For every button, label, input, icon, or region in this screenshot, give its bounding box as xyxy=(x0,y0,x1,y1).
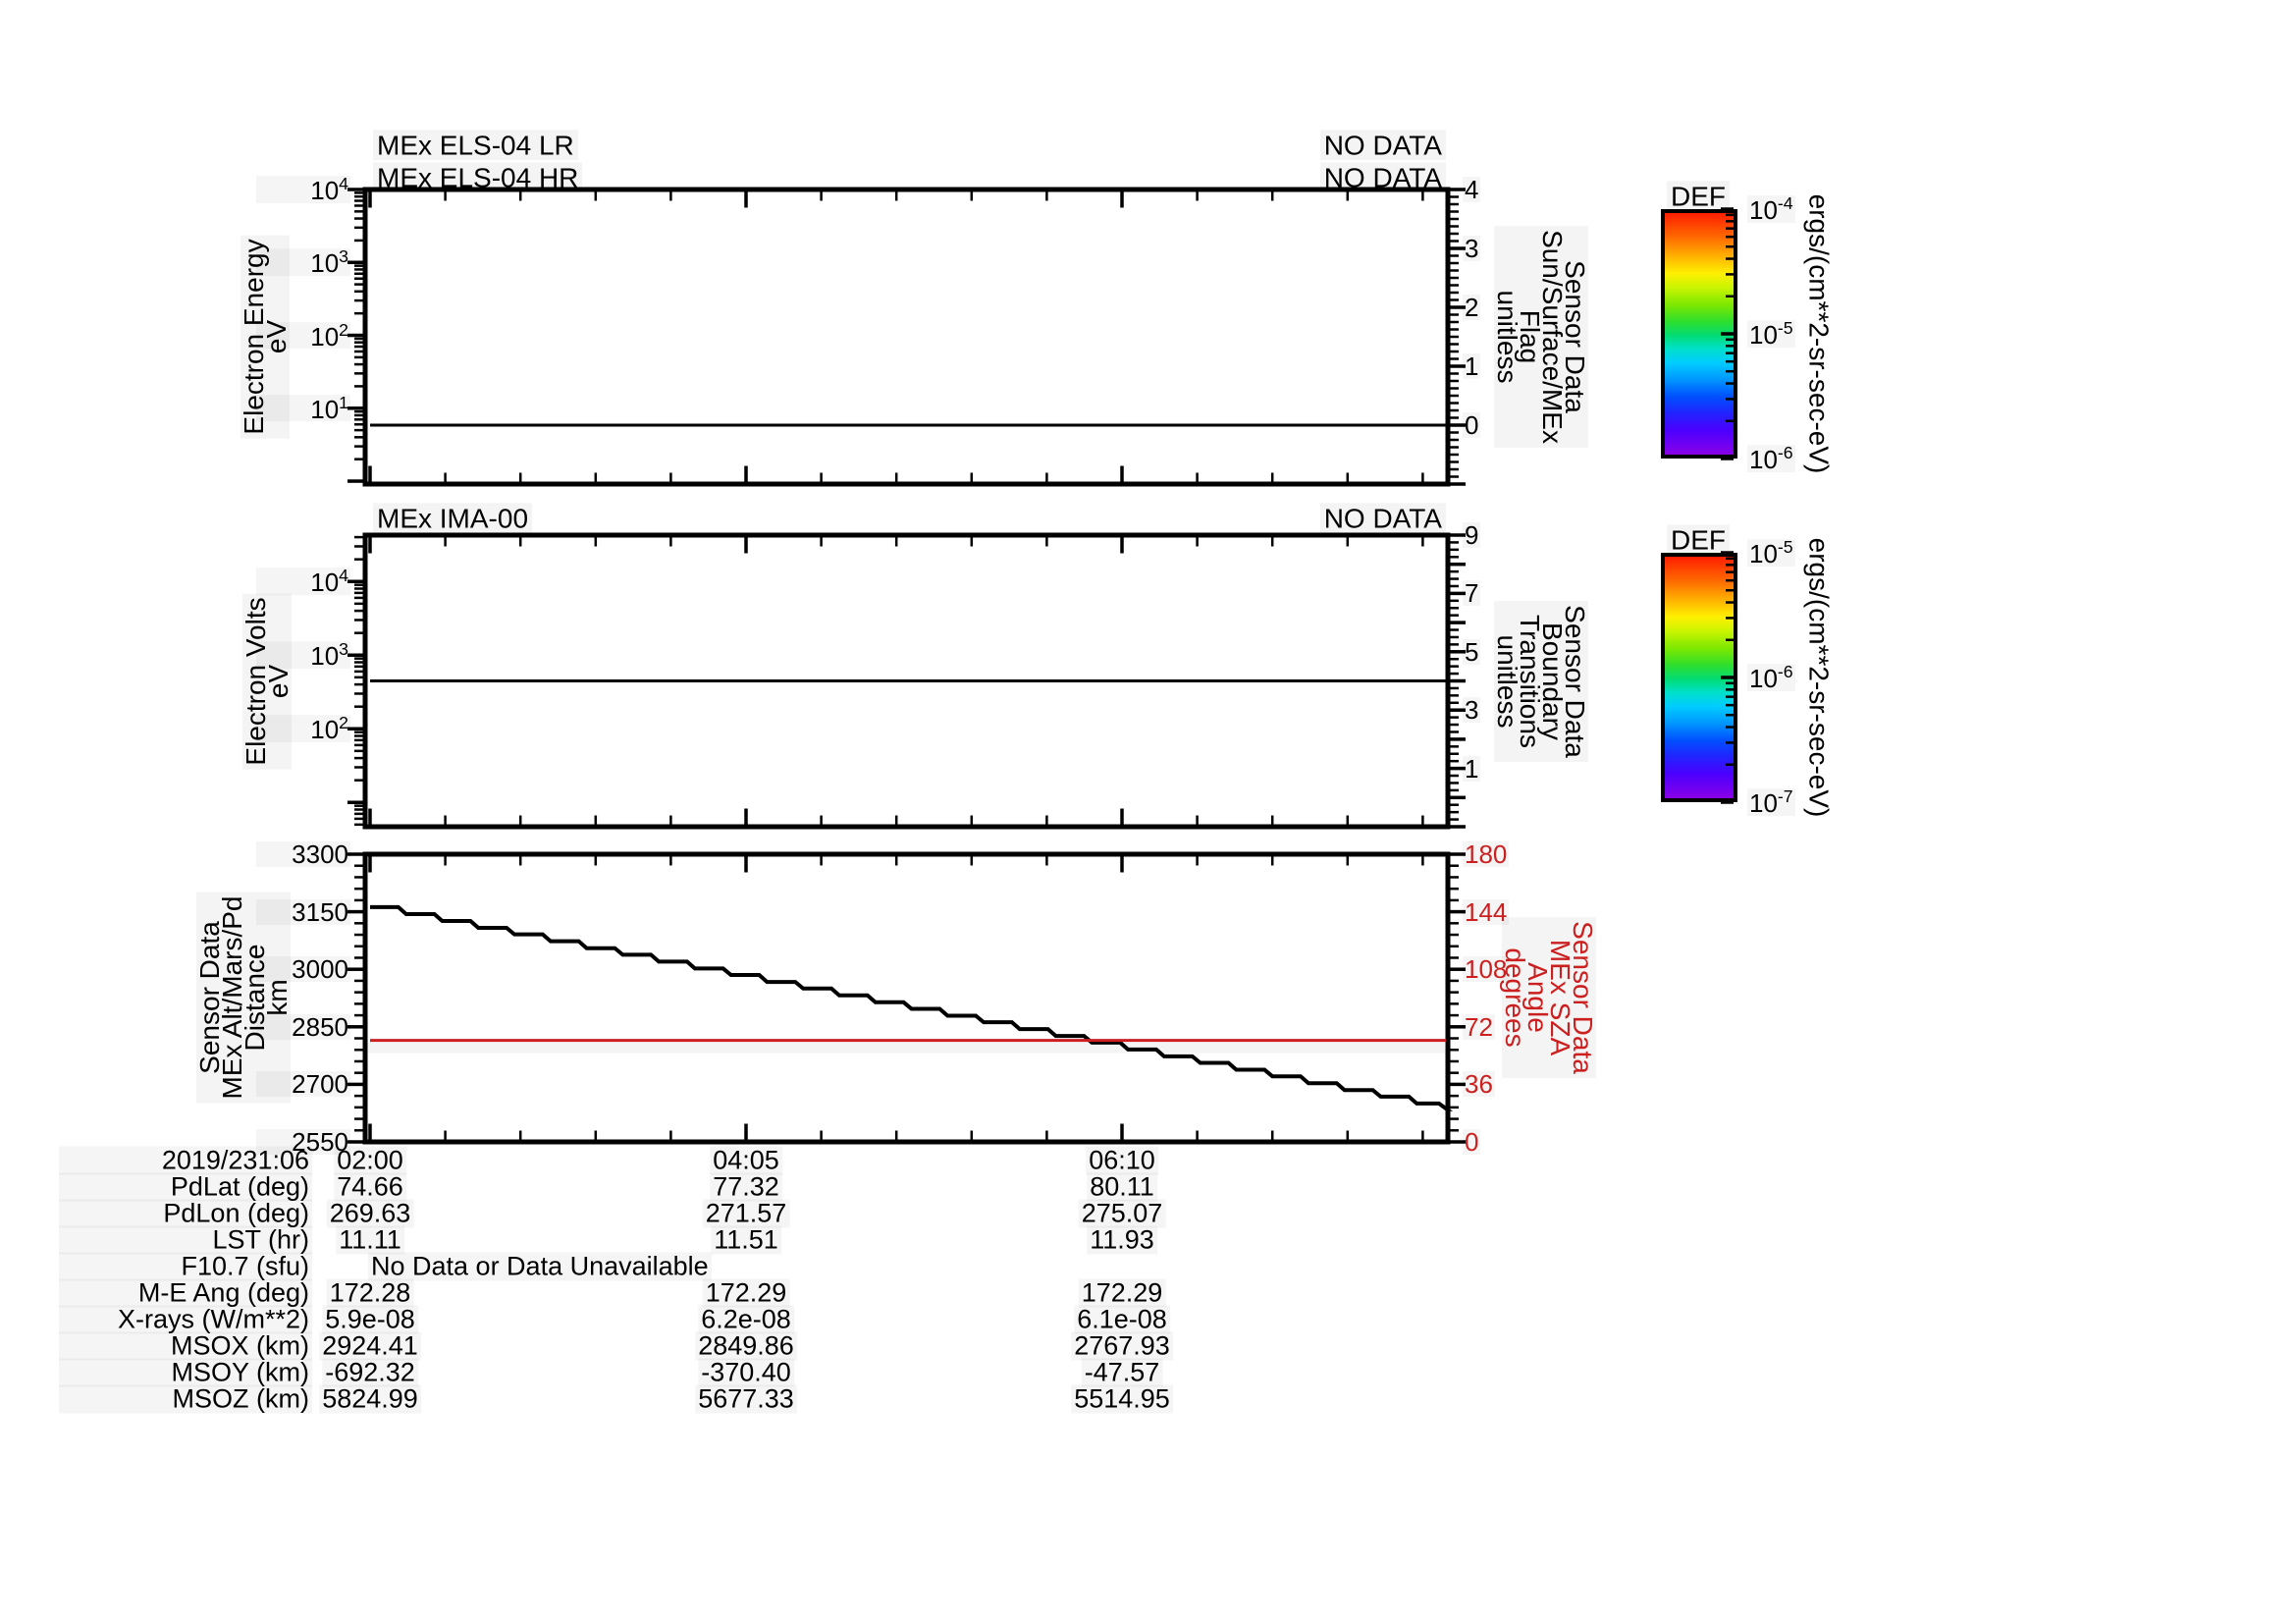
panel3-y-right-label: Sensor Data MEx SZA Angle degrees xyxy=(1500,917,1598,1078)
table-cell: 5824.99 xyxy=(319,1384,421,1414)
table-cell: 80.11 xyxy=(1087,1172,1157,1202)
y-right-tick-label: 9 xyxy=(1463,520,1481,550)
table-cell: 2849.86 xyxy=(695,1331,797,1361)
table-cell: 11.11 xyxy=(336,1225,404,1255)
y-right-tick-label: 7 xyxy=(1463,578,1481,609)
y-right-tick-label: 3 xyxy=(1463,695,1481,726)
y-right-tick-label: 2 xyxy=(1463,293,1481,322)
table-cell: 172.29 xyxy=(702,1278,790,1308)
y-right-tick-label: 0 xyxy=(1463,1127,1481,1157)
table-cell: 11.93 xyxy=(1087,1225,1157,1255)
table-row-label: LST (hr) xyxy=(59,1225,312,1255)
colorbar-tick-label: 10-4 xyxy=(1747,193,1795,225)
colorbar-tick-label: 10-5 xyxy=(1747,537,1795,568)
table-cell: -47.57 xyxy=(1081,1358,1163,1387)
y-left-tick-label: 103 xyxy=(256,248,350,277)
colorbar-tick-label: 10-6 xyxy=(1747,443,1795,474)
y-right-tick-label: 72 xyxy=(1463,1011,1495,1042)
y-left-tick-label: 101 xyxy=(256,394,350,422)
date-axis-label: 2019/231:06 xyxy=(59,1146,312,1175)
table-cell: 172.28 xyxy=(326,1278,414,1308)
panel1-title-line2: MEx ELS-04 HR xyxy=(373,162,583,193)
y-left-tick-label: 3300 xyxy=(256,841,350,867)
table-cell-span: No Data or Data Unavailable xyxy=(368,1252,712,1281)
table-row-label: MSOX (km) xyxy=(59,1331,312,1361)
table-row-label: M-E Ang (deg) xyxy=(59,1278,312,1308)
y-right-tick-label: 0 xyxy=(1463,410,1481,440)
y-right-tick-label: 36 xyxy=(1463,1069,1495,1100)
y-left-tick-label: 102 xyxy=(256,321,350,350)
time-axis-tick-label: 02:00 xyxy=(334,1146,406,1175)
panel2-y-left-label: Electron Volts eV xyxy=(240,593,294,770)
table-cell: 275.07 xyxy=(1078,1199,1166,1228)
table-cell: 2924.41 xyxy=(319,1331,421,1361)
table-cell: 77.32 xyxy=(710,1172,782,1202)
y-left-tick-label: 2700 xyxy=(256,1071,350,1098)
table-cell: 6.2e-08 xyxy=(698,1305,794,1334)
table-row-label: PdLat (deg) xyxy=(59,1172,312,1202)
table-cell: 2767.93 xyxy=(1071,1331,1173,1361)
table-row-label: MSOY (km) xyxy=(59,1358,312,1387)
y-left-tick-label: 3000 xyxy=(256,956,350,983)
y-left-tick-label: 3150 xyxy=(256,898,350,925)
table-cell: -692.32 xyxy=(322,1358,418,1387)
colorbar1-unit-label: ergs/(cm**2-sr-sec-eV) xyxy=(1803,193,1835,474)
panel3-y-left-label-line4: km xyxy=(262,979,293,1016)
colorbar1-title: DEF xyxy=(1667,181,1730,212)
table-row-label: MSOZ (km) xyxy=(59,1384,312,1414)
table-row-label: X-rays (W/m**2) xyxy=(59,1305,312,1334)
panel2-y-right-label: Sensor Data Boundary Transitions unitles… xyxy=(1492,601,1590,762)
y-right-tick-label: 4 xyxy=(1463,175,1481,204)
y-right-tick-label: 1 xyxy=(1463,352,1481,381)
y-right-tick-label: 1 xyxy=(1463,753,1481,784)
y-left-tick-label: 2850 xyxy=(256,1013,350,1040)
colorbar-tick-label: 10-6 xyxy=(1747,662,1795,693)
colorbar-tick-label: 10-5 xyxy=(1747,318,1795,350)
colorbar2-unit-label: ergs/(cm**2-sr-sec-eV) xyxy=(1803,537,1835,818)
panel3-y-right-label-line4: degrees xyxy=(1500,947,1530,1048)
table-cell: 172.29 xyxy=(1078,1278,1166,1308)
panel1-status-no-data-hr: NO DATA xyxy=(1319,162,1446,193)
y-left-tick-label: 2550 xyxy=(256,1129,350,1155)
y-left-tick-label: 103 xyxy=(256,641,350,670)
time-axis-tick-label: 04:05 xyxy=(710,1146,782,1175)
y-left-tick-label: 102 xyxy=(256,715,350,743)
panel1-title-line1: MEx ELS-04 LR xyxy=(373,130,578,161)
colorbar-tick-label: 10-7 xyxy=(1747,786,1795,818)
table-cell: 11.51 xyxy=(711,1225,781,1255)
table-row-label: PdLon (deg) xyxy=(59,1199,312,1228)
time-axis-tick-label: 06:10 xyxy=(1086,1146,1158,1175)
y-right-tick-label: 180 xyxy=(1463,839,1510,869)
panel2-status-no-data: NO DATA xyxy=(1319,503,1446,534)
panel1-y-right-label: Sensor Data Sun/Surface/MEx Flag unitles… xyxy=(1492,226,1590,448)
colorbar2-title: DEF xyxy=(1667,524,1730,556)
panel2-title: MEx IMA-00 xyxy=(373,503,533,534)
y-right-tick-label: 108 xyxy=(1463,954,1510,985)
table-cell: 6.1e-08 xyxy=(1074,1305,1170,1334)
panel1-status-no-data-lr: NO DATA xyxy=(1319,130,1446,161)
table-cell: 269.63 xyxy=(326,1199,414,1228)
y-left-tick-label: 104 xyxy=(256,568,350,596)
y-right-tick-label: 5 xyxy=(1463,636,1481,667)
table-cell: 5.9e-08 xyxy=(322,1305,418,1334)
y-right-tick-label: 144 xyxy=(1463,896,1510,927)
table-cell: 74.66 xyxy=(334,1172,406,1202)
panel1-y-right-label-line4: unitless xyxy=(1492,290,1522,384)
table-cell: 5677.33 xyxy=(695,1384,797,1414)
table-cell: -370.40 xyxy=(698,1358,794,1387)
table-row-label: F10.7 (sfu) xyxy=(59,1252,312,1281)
table-cell: 271.57 xyxy=(702,1199,790,1228)
y-left-tick-label: 104 xyxy=(256,175,350,203)
y-right-tick-label: 3 xyxy=(1463,234,1481,263)
table-cell: 5514.95 xyxy=(1071,1384,1173,1414)
